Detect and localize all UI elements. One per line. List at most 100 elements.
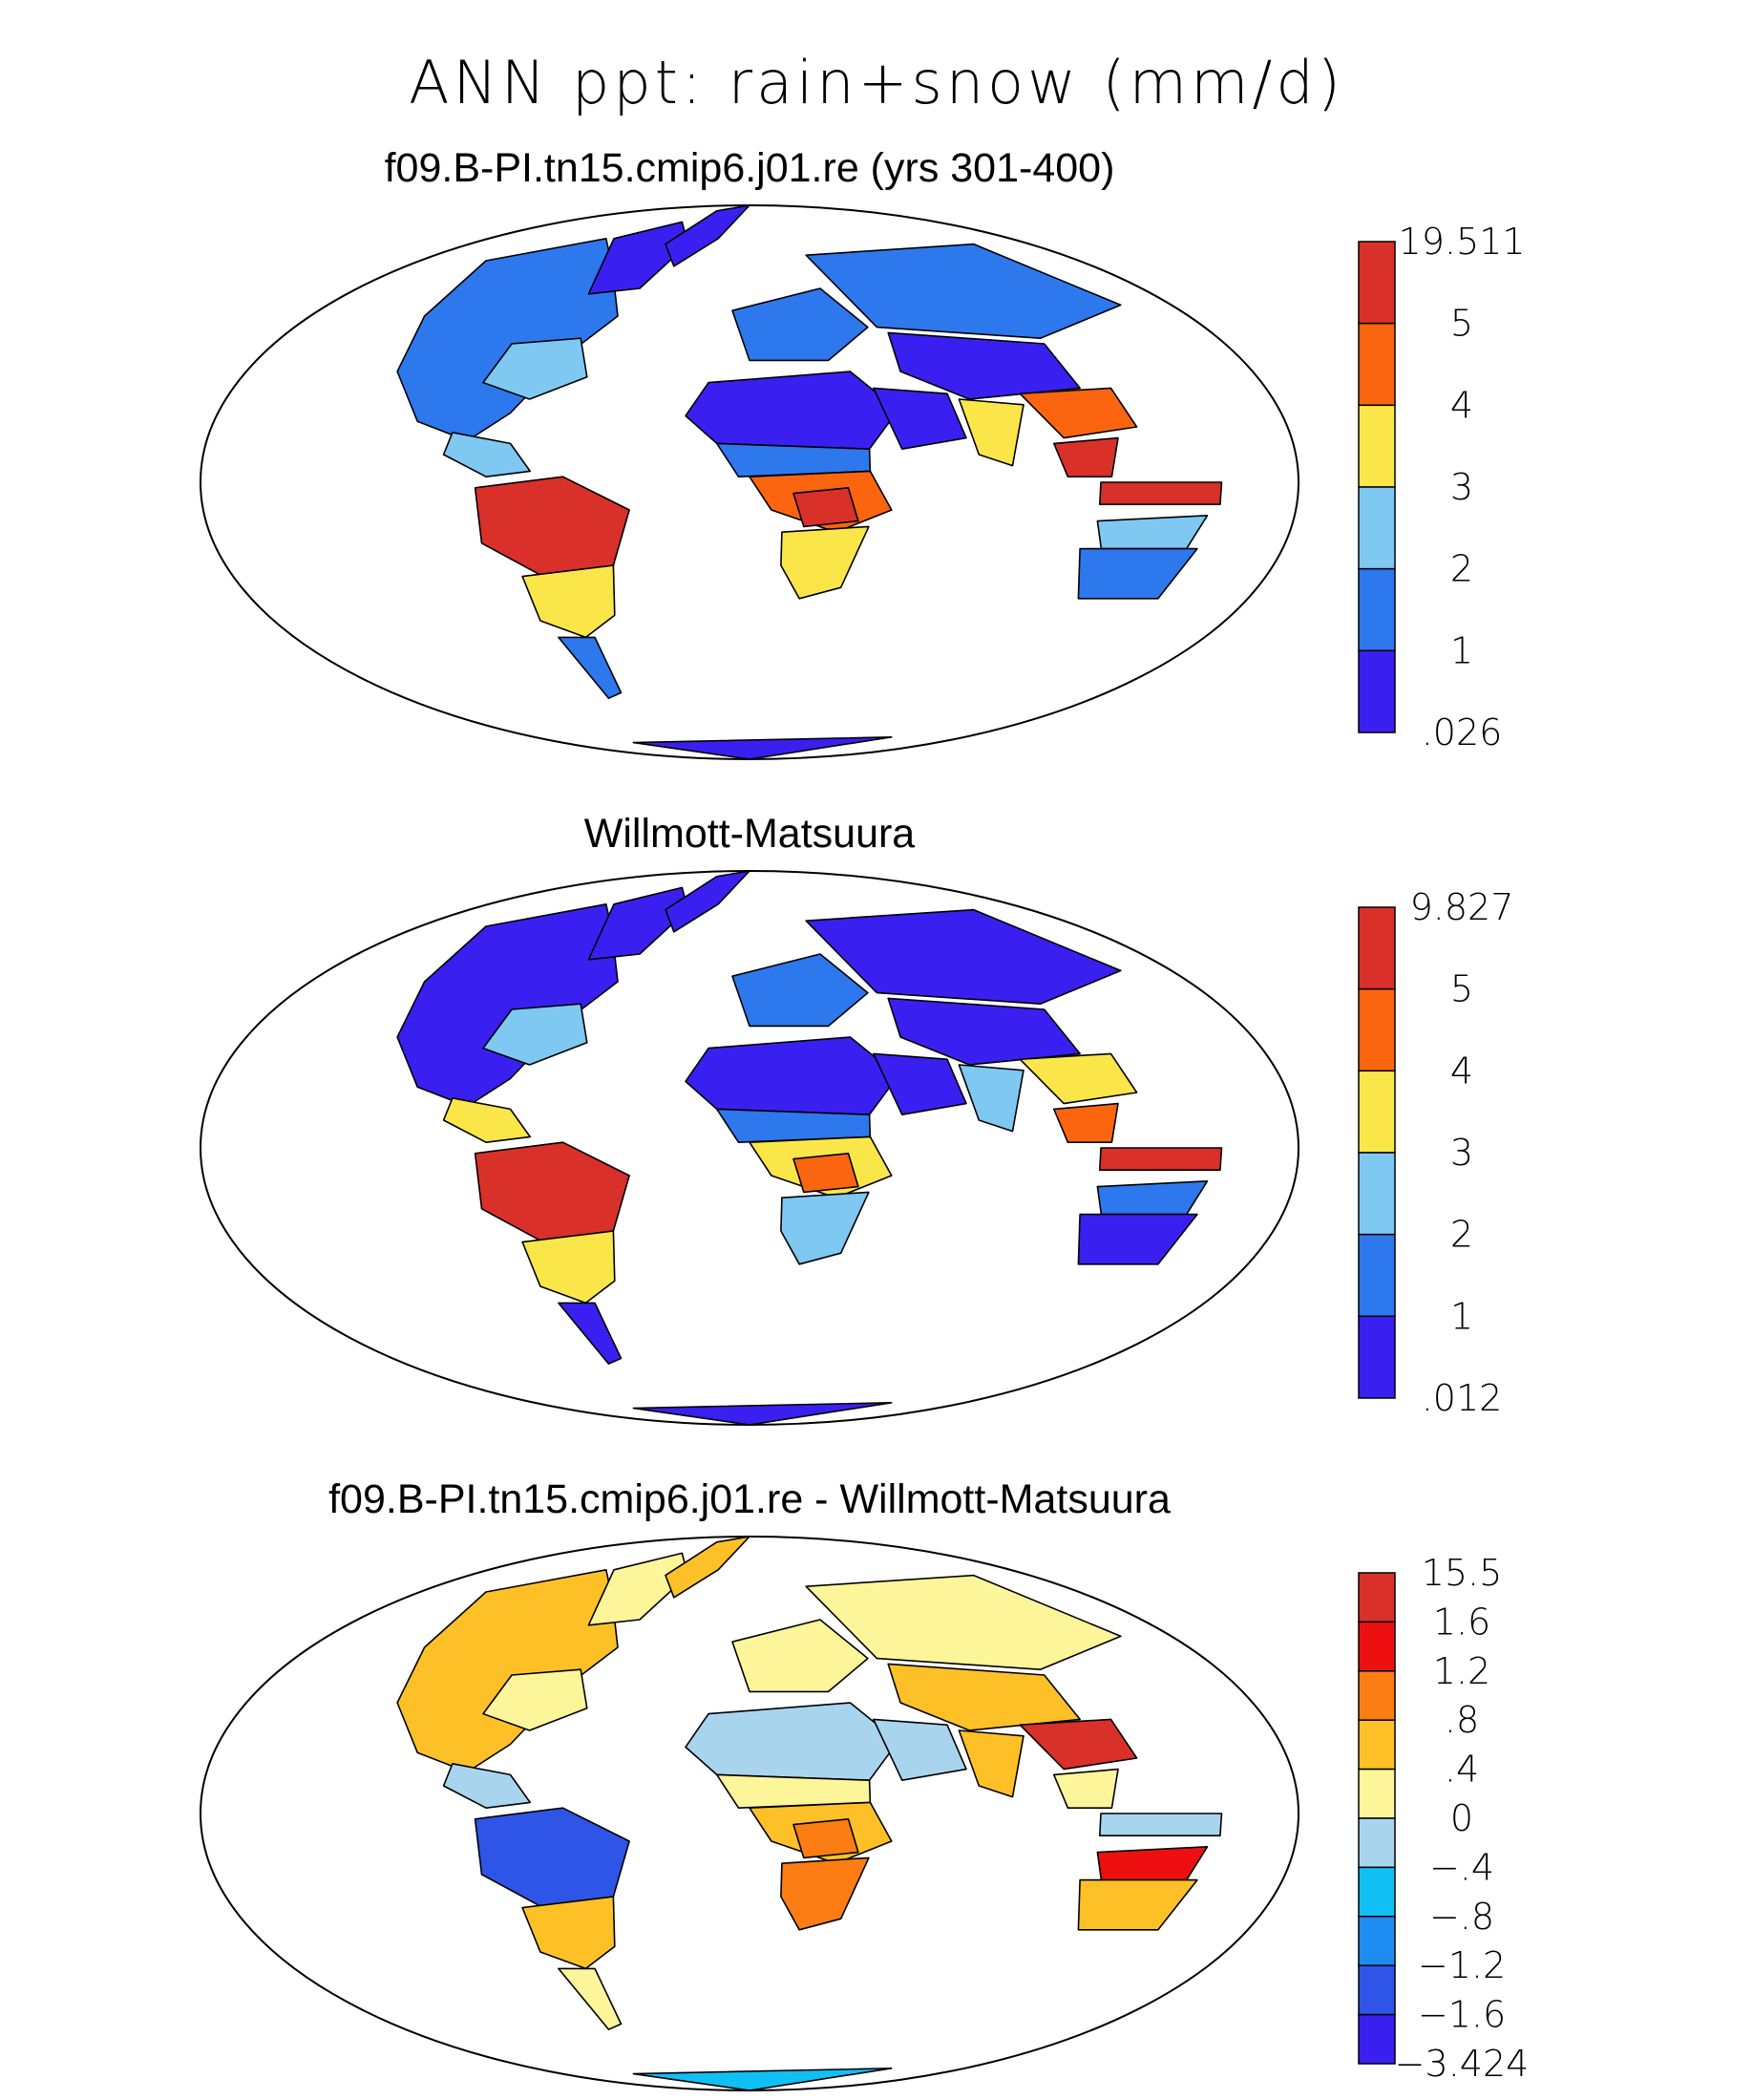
region-congo [792,1817,859,1859]
region-australia [1077,1878,1198,1931]
colorbar-tick-label: 5 [1450,303,1473,345]
region-siberia [805,243,1122,340]
colorbar-tick-label: 2 [1450,548,1473,590]
region-middle-east [872,1052,967,1116]
region-central-america [442,431,532,478]
region-central-america [442,1096,532,1144]
region-patagonia [558,1967,623,2031]
colorbar-segment [1358,1817,1396,1869]
colorbar-tick-label: 2 [1450,1214,1473,1256]
region-south-america-south [521,564,616,639]
colorbar-segment [1358,1670,1396,1721]
region-europe [731,953,869,1028]
colorbar-segment [1358,1621,1396,1672]
region-indonesia [1099,1813,1223,1837]
colorbar-segment [1358,1070,1396,1154]
colorbar-segment [1358,241,1396,325]
region-antarctica [632,2067,893,2090]
figure-title: ANN ppt: rain+snow (mm/d) [409,48,1344,117]
colorbar-tick-label: .026 [1422,711,1503,753]
colorbar-segment [1358,649,1396,733]
region-south-china [1019,1052,1138,1105]
region-europe [731,1619,869,1693]
region-siberia [805,1574,1122,1671]
region-south-china [1019,1718,1138,1771]
colorbar-segment [1358,1315,1396,1399]
region-central-america [442,1762,532,1810]
colorbar-tick-label: −1.6 [1418,1994,1506,2036]
colorbar-segment [1358,1866,1396,1918]
colorbar-segment [1358,987,1396,1072]
region-congo [792,486,859,528]
region-congo [792,1152,859,1194]
region-australia [1077,547,1198,600]
region-south-asia [958,1064,1024,1133]
region-southern-africa [780,1856,870,1931]
colorbar-tick-label: 1 [1450,629,1473,671]
colorbar-tick-label: 15.5 [1422,1552,1503,1594]
panel-title: f09.B-PI.tn15.cmip6.j01.re (yrs 301-400) [385,145,1115,191]
region-canada-east [587,886,689,961]
colorbar-tick-label: 1.2 [1433,1650,1490,1692]
colorbar-segment [1358,1768,1396,1819]
region-antarctica [632,735,893,759]
colorbar-tick-label: .8 [1445,1699,1479,1741]
colorbar-segment [1358,1152,1396,1236]
region-south-china [1019,387,1138,439]
colorbar-segment [1358,567,1396,652]
region-south-asia [958,1729,1024,1798]
colorbar: 9.827 5 4 3 2 1 .012 [1358,886,1514,1419]
region-us-east [482,1003,588,1066]
region-patagonia [558,1302,623,1366]
region-us-east [482,337,588,400]
colorbar-tick-label: −1.2 [1418,1944,1506,1986]
region-siberia [805,908,1122,1006]
colorbar-tick-label: 9.827 [1410,886,1514,928]
colorbar-tick-label: 0 [1450,1797,1473,1839]
region-south-america-south [521,1896,616,1970]
map-panel-3: f09.B-PI.tn15.cmip6.j01.re - Willmott-Ma… [200,1476,1530,2091]
region-australia [1077,1213,1198,1265]
colorbar: 19.511 5 4 3 2 1 .026 [1358,221,1526,753]
colorbar-tick-label: 4 [1450,384,1473,426]
colorbar-tick-label: .012 [1422,1377,1503,1419]
colorbar-tick-label: 3 [1450,1132,1473,1174]
panel-title: f09.B-PI.tn15.cmip6.j01.re - Willmott-Ma… [328,1476,1171,1522]
region-southern-africa [780,525,870,600]
region-canada-east [587,1552,689,1626]
colorbar-segment [1358,1964,1396,2016]
region-southern-africa [780,1191,870,1265]
panel-title: Willmott-Matsuura [584,811,916,857]
colorbar-segment [1358,322,1396,407]
region-southeast-asia [1053,1102,1119,1144]
colorbar-tick-label: .4 [1445,1749,1479,1791]
region-europe [731,287,869,362]
map-panel-2: Willmott-Matsuura 9.827 5 4 3 2 1 .012 [200,811,1514,1426]
region-canada-east [587,221,689,295]
region-patagonia [558,636,623,700]
region-indonesia [1099,1147,1223,1172]
colorbar-segment [1358,1572,1396,1623]
colorbar-tick-label: −.4 [1429,1846,1494,1888]
colorbar-segment [1358,1916,1396,1966]
colorbar-segment [1358,2013,1396,2065]
region-middle-east [872,387,967,451]
colorbar: 15.5 1.6 1.2 .8 .4 0 −.4 −.8 −1.2 −1.6 −3.424 [1358,1552,1530,2085]
colorbar-tick-label: −3.424 [1395,2043,1530,2085]
colorbar-segment [1358,1719,1396,1771]
map-frame [200,204,1299,760]
region-south-asia [958,398,1024,467]
colorbar-tick-label: −.8 [1429,1896,1494,1938]
colorbar-tick-label: 19.511 [1399,221,1526,263]
region-us-east [482,1668,588,1731]
colorbar-tick-label: 1 [1450,1295,1473,1337]
map-frame [200,1536,1299,2091]
colorbar-tick-label: 4 [1450,1050,1473,1092]
region-antarctica [632,1401,893,1425]
colorbar-tick-label: 3 [1450,466,1473,508]
region-indonesia [1099,481,1223,506]
region-southeast-asia [1053,1768,1119,1810]
colorbar-segment [1358,404,1396,488]
region-middle-east [872,1718,967,1782]
